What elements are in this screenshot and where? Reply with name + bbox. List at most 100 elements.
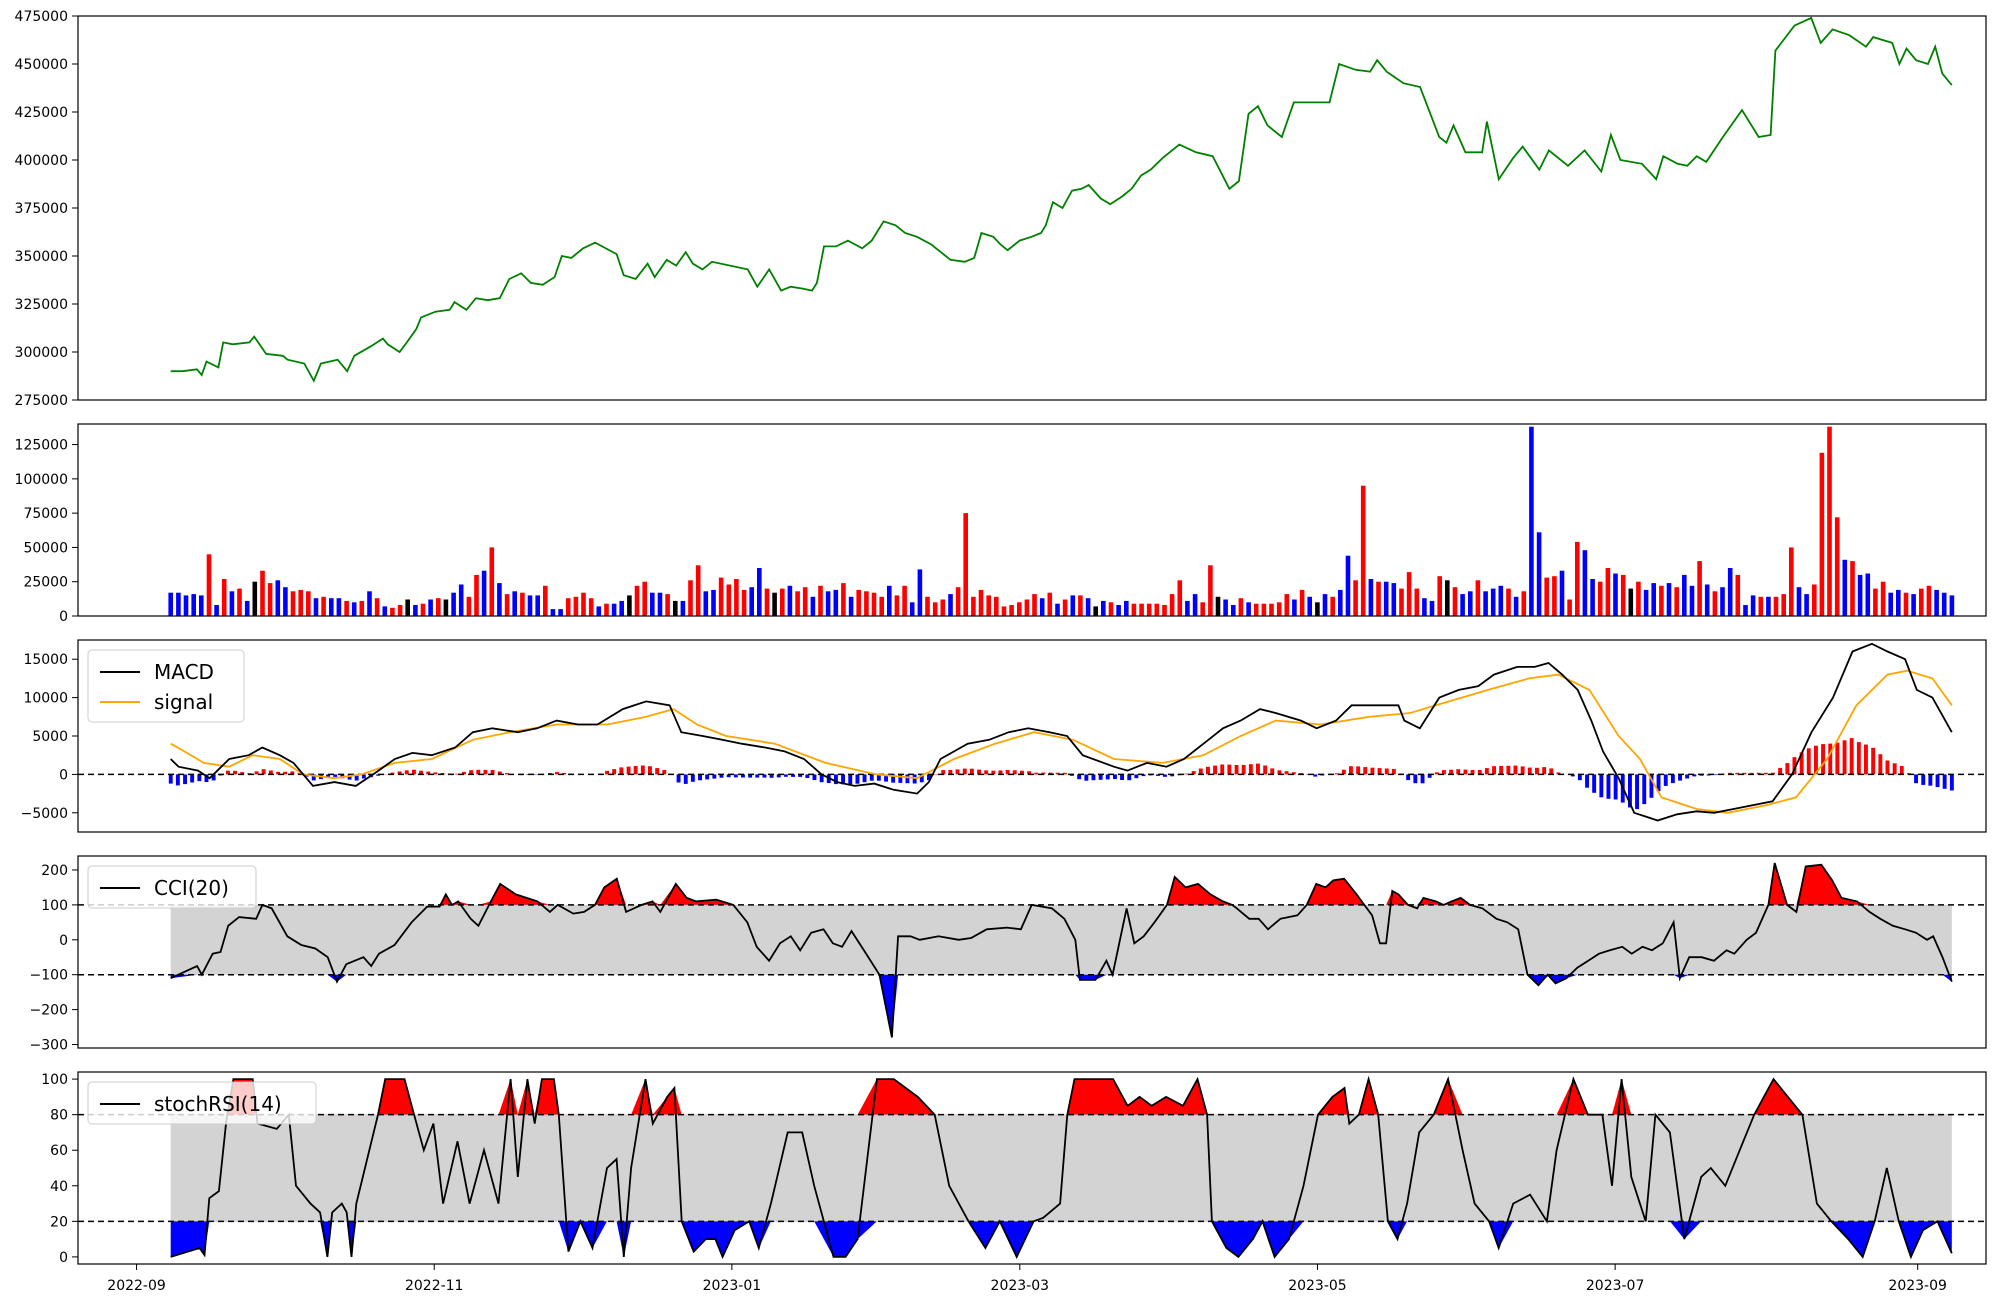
volume-bar [665,594,670,616]
macd-histogram-bar [1821,744,1825,775]
macd-histogram-bar [311,774,316,781]
volume-bar [176,592,181,616]
volume-bar [1391,583,1397,616]
volume-bar [1559,570,1565,616]
macd-histogram-bar [433,772,438,775]
macd-histogram-bar [640,765,645,775]
macd-histogram-bar [1456,769,1461,775]
cci-oversold-fill [170,974,1952,1038]
macd-histogram-bar [619,767,624,775]
macd-histogram-bar [240,772,245,775]
macd-histogram-bar [1449,769,1454,775]
volume-bar [940,599,946,616]
volume-bar [818,585,823,616]
macd-histogram-bar [1785,763,1790,775]
stochrsi-oversold-fill [170,1221,1952,1257]
macd-histogram-bar [1713,774,1718,776]
volume-bar [1406,572,1412,616]
macd-histogram-bar [1406,774,1411,781]
volume-bar [1597,581,1603,616]
macd-histogram-bar [490,770,495,775]
cci-ytick-label: −300 [30,1038,68,1054]
volume-bar [1231,605,1236,616]
macd-ytick-label: 15000 [23,652,68,668]
volume-bar [1177,580,1183,616]
macd-histogram-bar [626,766,631,775]
stochrsi-ytick-label: 60 [50,1143,68,1159]
volume-bar [1322,594,1328,616]
volume-bar [894,595,900,616]
macd-histogram-bar [1728,772,1732,775]
volume-bar [1766,596,1771,616]
volume-bar [1108,602,1114,616]
macd-histogram-bar [1885,760,1890,775]
macd-histogram-bar [762,774,767,778]
volume-bar [795,591,800,616]
volume-bar [1185,600,1190,616]
macd-histogram-bar [454,773,459,775]
macd-histogram-bar [1191,771,1196,775]
macd-histogram-bar [891,774,896,783]
volume-bar [244,600,250,616]
volume-bar [573,596,579,616]
volume-bar [711,589,716,616]
volume-bar [1299,589,1305,616]
macd-histogram-bar [1842,740,1847,775]
volume-bar [1001,606,1007,616]
volume-bar [718,577,724,616]
macd-histogram-bar [1363,767,1368,775]
volume-bar [1773,596,1779,616]
volume-bar [306,591,311,616]
macd-histogram-bar [1685,774,1690,779]
volume-bar [489,547,495,616]
volume-bar [520,592,525,616]
volume-bar [619,600,624,616]
volume-bar [1659,585,1664,616]
volume-bar [183,595,189,616]
macd-histogram-bar [1914,774,1918,784]
volume-ytick-label: 0 [59,609,68,625]
macd-histogram-bar [1864,744,1868,775]
macd-histogram-bar [1120,774,1124,780]
macd-histogram-bar [1198,768,1203,775]
macd-histogram-bar [1778,767,1783,775]
volume-bar [703,591,709,616]
volume-bar [199,595,204,616]
macd-histogram-bar [1377,768,1382,775]
macd-histogram-bar [1256,763,1260,775]
price-ytick-label: 375000 [15,201,68,217]
volume-bar [1827,426,1832,616]
macd-histogram-bar [812,774,817,781]
macd-histogram-bar [419,770,423,775]
cci-line [170,862,1953,1038]
volume-bar [1208,565,1213,616]
volume-bar [543,585,548,616]
volume-bar [1567,599,1572,616]
volume-ytick-label: 50000 [23,540,68,556]
macd-histogram-bar [233,770,237,775]
volume-bar [611,603,617,616]
volume-bar [581,592,586,616]
x-tick-label: 2023-05 [1288,1278,1347,1294]
volume-bar [909,602,915,616]
macd-histogram-bar [719,774,724,778]
macd-histogram-bar [1513,765,1518,775]
macd-histogram-bar [1942,774,1947,789]
volume-bar [833,589,839,616]
legend-label-stochrsi: stochRSI(14) [154,1092,282,1116]
macd-line [170,642,1953,822]
volume-bar [1575,541,1580,616]
macd-histogram-bar [733,774,738,778]
volume-bar [1345,555,1351,616]
volume-bar [1253,603,1259,616]
macd-histogram-bar [1535,767,1539,775]
volume-bar [1124,600,1129,616]
volume-bar [825,591,831,616]
macd-histogram-bar [562,772,567,775]
volume-bar [168,592,173,616]
cci-ytick-label: −200 [30,1003,68,1019]
volume-bar [1903,592,1909,616]
macd-histogram-bar [254,771,259,775]
volume-bar [1689,585,1695,616]
price-ytick-label: 300000 [15,345,68,361]
